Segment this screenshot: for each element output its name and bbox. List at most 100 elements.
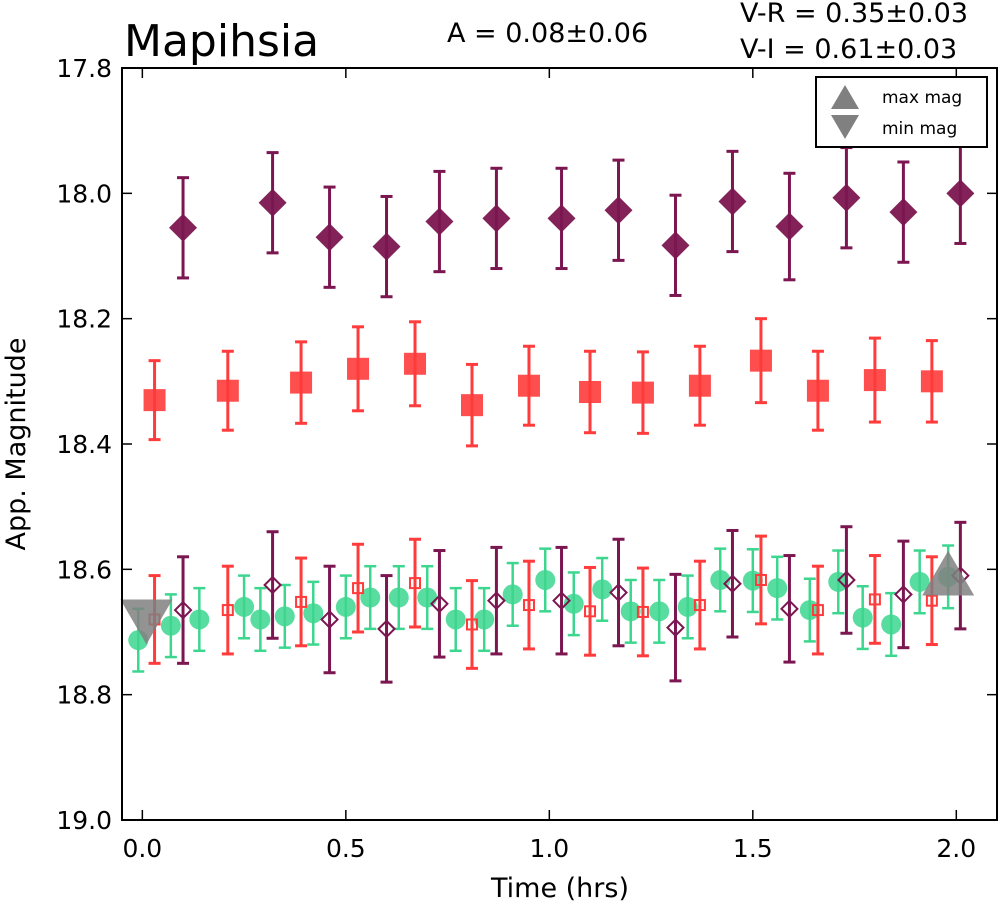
y-tick-label: 18.4 [56, 430, 112, 459]
plot-frame [121, 67, 998, 821]
data-point [409, 577, 422, 590]
data-point [173, 600, 193, 620]
axis-ticks: 0.0 0.5 1.0 1.5 2.0 17.8 18.0 18.2 18.4 18.6 18.8 1… [56, 54, 997, 863]
data-point [868, 593, 881, 606]
data-point [445, 609, 466, 630]
data-point [592, 579, 613, 600]
data-point [320, 610, 339, 629]
data-point [234, 596, 255, 617]
legend-label-max: max mag [882, 88, 962, 108]
y-tick-label: 17.8 [56, 54, 112, 83]
data-point [780, 599, 799, 619]
chart-title: Mapihsia [124, 16, 319, 67]
x-tick-label: 2.0 [936, 834, 976, 863]
data-point [522, 599, 535, 612]
data-point [806, 379, 829, 402]
y-tick-label: 18.0 [56, 179, 112, 208]
data-point [946, 179, 975, 208]
data-point [881, 614, 902, 635]
data-point [303, 603, 324, 624]
data-point [430, 594, 449, 614]
data-point [169, 213, 198, 242]
data-point [688, 374, 711, 397]
data-point [466, 618, 478, 631]
data-point [852, 607, 873, 628]
annotation-v-i: V-I = 0.61±0.03 [740, 34, 957, 65]
series-2 [128, 544, 959, 673]
data-point [832, 183, 861, 212]
data-point [160, 615, 181, 636]
data-point [425, 207, 454, 236]
annotation-amplitude: A = 0.08±0.06 [447, 18, 648, 49]
data-point [649, 601, 670, 622]
data-point [609, 583, 628, 602]
data-point [295, 595, 308, 608]
data-point [909, 571, 930, 592]
data-point [474, 609, 495, 630]
data-point [920, 370, 943, 393]
data-point [749, 349, 772, 372]
x-tick-label: 0.5 [326, 834, 366, 863]
data-point [863, 369, 886, 392]
x-axis-label: Time (hrs) [490, 873, 629, 904]
data-point [723, 574, 742, 594]
data-point [417, 587, 438, 608]
y-tick-label: 19.0 [56, 806, 112, 835]
data-point [718, 187, 747, 216]
series-3 [148, 534, 938, 670]
x-tick-label: 1.0 [529, 834, 569, 863]
series-4 [173, 520, 970, 684]
data-point [250, 609, 271, 630]
y-tick-label: 18.2 [56, 305, 112, 334]
data-point [372, 232, 401, 261]
data-point [552, 591, 571, 611]
data-point [143, 389, 166, 412]
data-point [889, 198, 918, 227]
data-point [631, 381, 654, 404]
data-point [620, 601, 641, 622]
data-point [584, 605, 597, 618]
data-point [837, 570, 856, 590]
data-point [461, 394, 483, 417]
data-point [767, 578, 788, 599]
series-1 [143, 317, 943, 448]
min-mag-marker [120, 599, 173, 645]
data-point [404, 352, 427, 375]
data-point [352, 582, 365, 595]
data-point [482, 204, 511, 233]
data-point [216, 379, 239, 402]
data-point [828, 571, 849, 592]
data-point [274, 606, 295, 627]
data-point [347, 357, 370, 380]
data-point [335, 596, 356, 617]
data-point [535, 569, 556, 590]
data-point [263, 575, 282, 595]
data-point [579, 380, 602, 403]
data-point [677, 596, 698, 617]
data-point [661, 231, 690, 260]
data-point [221, 604, 234, 617]
data-point [925, 594, 938, 607]
data-point [754, 573, 767, 586]
plot-marks [120, 141, 975, 684]
y-axis-label: App. Magnitude [1, 338, 32, 551]
max-mag-marker [922, 550, 975, 596]
data-point [636, 605, 649, 618]
data-point [811, 604, 824, 617]
data-point [290, 371, 313, 394]
data-point [893, 584, 913, 604]
legend-label-min: min mag [882, 119, 957, 139]
data-point [377, 619, 396, 639]
data-point [517, 374, 540, 397]
data-point [487, 591, 506, 611]
series-0 [169, 141, 975, 299]
x-tick-label: 0.0 [122, 834, 162, 863]
legend-triangle-down-icon [831, 115, 859, 139]
legend: max mag min mag [815, 76, 988, 148]
x-tick-label: 1.5 [733, 834, 773, 863]
y-tick-label: 18.8 [56, 681, 112, 710]
data-point [693, 599, 706, 612]
annotation-v-r: V-R = 0.35±0.03 [740, 0, 968, 29]
data-point [547, 204, 576, 233]
